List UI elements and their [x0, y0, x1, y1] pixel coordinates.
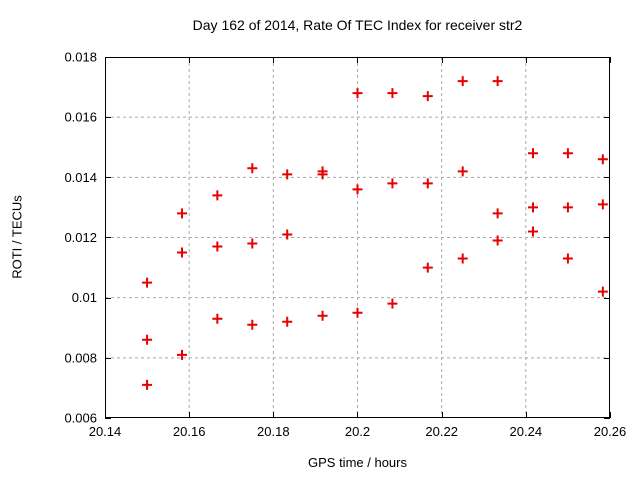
data-point	[352, 307, 363, 318]
data-point	[212, 313, 223, 324]
y-axis-label: ROTI / TECUs	[9, 195, 25, 279]
data-point	[282, 316, 293, 327]
data-point	[492, 208, 503, 219]
data-point	[142, 334, 153, 345]
y-tick-label: 0.016	[64, 110, 97, 125]
data-point	[282, 229, 293, 240]
data-point	[597, 286, 608, 297]
x-axis-label: GPS time / hours	[308, 455, 407, 470]
data-point	[562, 148, 573, 159]
x-tick-label: 20.16	[173, 424, 206, 439]
data-point	[422, 178, 433, 189]
x-tick-label: 20.24	[510, 424, 543, 439]
data-point	[142, 277, 153, 288]
y-tick-label: 0.008	[64, 350, 97, 365]
x-tick-label: 20.22	[425, 424, 458, 439]
data-point	[527, 202, 538, 213]
y-tick-label: 0.014	[64, 170, 97, 185]
data-point	[492, 235, 503, 246]
data-point	[422, 91, 433, 102]
data-point	[457, 76, 468, 87]
data-point	[317, 169, 328, 180]
data-point	[562, 202, 573, 213]
data-point	[247, 319, 258, 330]
data-point	[282, 169, 293, 180]
data-point	[352, 184, 363, 195]
data-point	[352, 88, 363, 99]
data-point	[562, 253, 573, 264]
data-point	[387, 88, 398, 99]
y-tick-label: 0.018	[64, 50, 97, 65]
data-point	[317, 310, 328, 321]
data-point	[247, 238, 258, 249]
data-point	[177, 247, 188, 258]
x-tick-label: 20.2	[345, 424, 370, 439]
data-point	[422, 262, 433, 273]
data-point	[177, 208, 188, 219]
data-point	[247, 163, 258, 174]
y-tick-label: 0.006	[64, 411, 97, 426]
data-point	[527, 226, 538, 237]
data-point	[527, 148, 538, 159]
data-point	[597, 199, 608, 210]
data-point	[177, 349, 188, 360]
data-point	[212, 241, 223, 252]
y-tick-label: 0.012	[64, 230, 97, 245]
chart-title: Day 162 of 2014, Rate Of TEC Index for r…	[192, 17, 523, 33]
x-tick-label: 20.18	[257, 424, 290, 439]
data-point	[387, 298, 398, 309]
data-point	[457, 253, 468, 264]
x-tick-label: 20.14	[89, 424, 122, 439]
y-tick-label: 0.01	[72, 290, 97, 305]
data-point	[492, 76, 503, 87]
data-point	[387, 178, 398, 189]
data-point	[597, 154, 608, 165]
x-tick-label: 20.26	[594, 424, 627, 439]
data-point	[142, 379, 153, 390]
data-point	[457, 166, 468, 177]
data-point	[212, 190, 223, 201]
